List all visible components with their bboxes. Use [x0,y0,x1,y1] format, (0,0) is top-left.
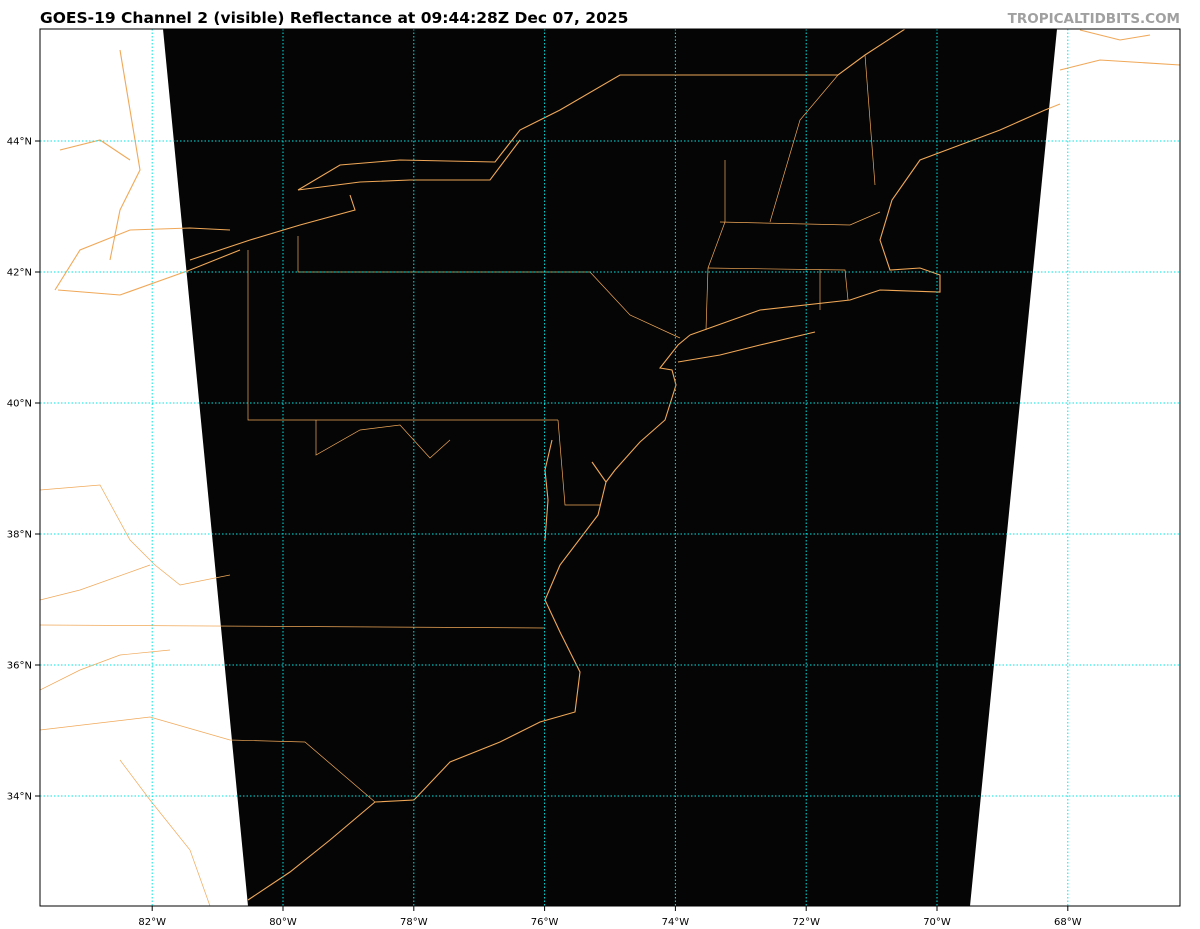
state-borders [40,54,881,906]
satellite-swath [163,29,1057,906]
lon-tick-label: 76°W [531,917,559,928]
lat-tick-label: 44°N [7,137,32,148]
axis-ticks: 82°W 80°W 78°W 76°W 74°W 72°W 70°W 68°W 44°N 42°N… [7,137,1082,929]
lon-tick-label: 78°W [400,917,428,928]
brand-watermark: TROPICALTIDBITS.COM [1007,11,1180,27]
lat-tick-label: 38°N [7,530,32,541]
lon-tick-label: 72°W [792,917,820,928]
lon-tick-label: 80°W [269,917,297,928]
lon-tick-label: 74°W [662,917,690,928]
lon-tick-label: 82°W [138,917,166,928]
graticule [40,29,1180,906]
lat-tick-label: 40°N [7,399,32,410]
lat-tick-label: 34°N [7,792,32,803]
map-frame [39,28,1181,907]
lon-tick-label: 68°W [1054,917,1082,928]
page-title: GOES-19 Channel 2 (visible) Reflectance … [40,9,629,27]
lat-tick-label: 36°N [7,661,32,672]
lat-tick-label: 42°N [7,268,32,279]
coastlines [54,29,1180,901]
lon-tick-label: 70°W [923,917,951,928]
